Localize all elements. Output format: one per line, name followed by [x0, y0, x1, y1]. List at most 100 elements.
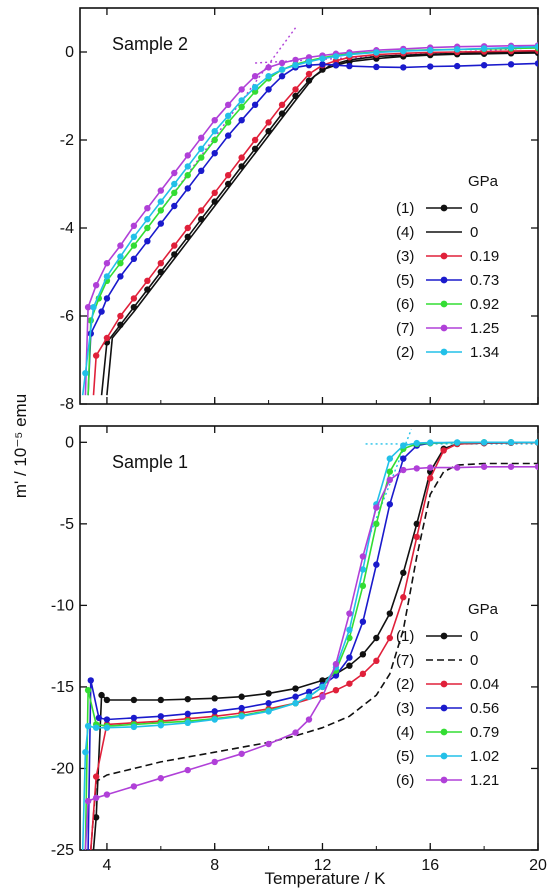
data-point [184, 224, 191, 232]
data-point [157, 187, 165, 194]
legend-swatch-marker [440, 680, 448, 688]
data-point [400, 47, 407, 55]
data-point [400, 442, 407, 449]
data-point [211, 708, 218, 715]
data-point [184, 766, 191, 774]
panel-title: Sample 2 [112, 34, 188, 54]
data-point [130, 222, 138, 229]
data-point [211, 758, 218, 766]
data-point [184, 695, 191, 703]
legend-pressure: 0.56 [470, 700, 499, 717]
data-point [95, 714, 103, 722]
data-point [265, 119, 272, 126]
data-point [319, 677, 326, 684]
y-axis-title: m' / 10⁻⁵ emu [11, 394, 30, 498]
data-point [480, 45, 488, 52]
plot-area [81, 27, 538, 396]
data-point [130, 783, 138, 790]
data-point [373, 63, 380, 71]
data-point [292, 86, 299, 93]
data-point [198, 134, 205, 141]
data-point [224, 132, 232, 139]
data-point [359, 582, 367, 590]
data-point [224, 172, 232, 179]
data-point [413, 533, 420, 541]
data-point [98, 691, 105, 699]
data-point [171, 242, 178, 249]
data-point [84, 797, 92, 805]
x-tick-label: 16 [421, 857, 439, 874]
legend-label: (1) [396, 628, 414, 645]
data-point [211, 117, 218, 124]
data-point [278, 59, 286, 67]
data-point [346, 654, 353, 661]
data-point [103, 295, 111, 302]
legend: GPa (1) 0 (7) 0 (2) 0.04 (3) 0.56 (4) 0.79 (5) 1.02 (… [396, 601, 499, 789]
data-point [224, 101, 232, 109]
data-point [144, 277, 151, 284]
data-point [534, 43, 538, 50]
data-point [346, 626, 353, 634]
data-point [238, 713, 245, 720]
data-point [103, 273, 111, 280]
panel-sample-1: 4 8 12 16 20 0 -5 -10 -15 -20 -25 Sample 1 GPa (1) 0 (7… [51, 425, 547, 874]
data-point [265, 86, 272, 93]
y-tick-label: -4 [60, 220, 74, 237]
data-point [144, 224, 151, 232]
data-point [211, 695, 218, 702]
legend-pressure: 0.19 [470, 248, 499, 265]
data-point [386, 610, 394, 617]
data-point [211, 716, 218, 723]
data-point [427, 474, 434, 482]
data-point [224, 119, 232, 126]
data-point [238, 154, 245, 161]
data-point [507, 44, 515, 51]
data-point [92, 814, 100, 821]
data-point [305, 688, 313, 696]
legend-swatch-marker [440, 300, 448, 308]
data-point [251, 101, 259, 109]
data-point [92, 794, 100, 802]
data-point [157, 722, 165, 729]
data-point [211, 150, 218, 157]
data-point [400, 455, 407, 462]
data-point [480, 439, 488, 446]
data-point [82, 748, 89, 756]
data-point [305, 70, 313, 78]
y-tick-label: -8 [60, 396, 74, 413]
data-point [265, 690, 272, 697]
data-point [332, 660, 340, 668]
data-point [82, 370, 89, 377]
data-point [427, 47, 434, 54]
data-point [386, 634, 394, 642]
y-tick-label: -2 [60, 132, 74, 149]
x-axis-title: Temperature / K [265, 869, 387, 888]
plot-area [81, 429, 538, 850]
data-point [171, 189, 178, 196]
legend-swatch-marker [440, 348, 448, 356]
data-point [144, 238, 151, 245]
data-point [386, 501, 394, 508]
y-tick-label: -25 [51, 842, 74, 859]
data-point [386, 455, 394, 462]
data-point [171, 202, 178, 210]
legend-pressure: 0 [470, 652, 478, 669]
data-point [507, 61, 515, 68]
legend-label: (2) [396, 344, 414, 361]
data-point [130, 714, 138, 722]
data-point [346, 51, 353, 58]
data-point [92, 282, 100, 289]
data-point [238, 117, 245, 124]
data-point [373, 657, 380, 665]
data-point [130, 696, 138, 704]
data-point [211, 189, 218, 196]
legend-pressure: 0.73 [470, 272, 499, 289]
data-point [373, 634, 380, 642]
data-point [238, 97, 245, 104]
data-point [157, 696, 165, 704]
data-point [130, 242, 138, 249]
legend-pressure: 1.34 [470, 344, 499, 361]
data-point [238, 86, 245, 93]
